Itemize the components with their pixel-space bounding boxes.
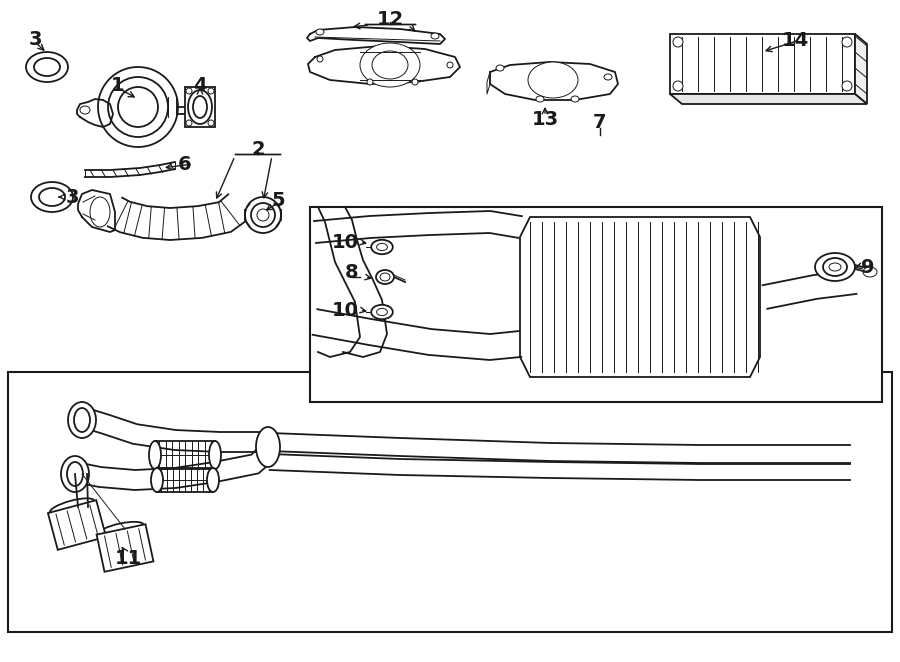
Text: 8: 8 [346, 263, 359, 281]
Text: 12: 12 [376, 9, 403, 28]
Ellipse shape [447, 62, 453, 68]
Ellipse shape [257, 209, 269, 221]
Ellipse shape [823, 258, 847, 276]
Ellipse shape [98, 67, 178, 147]
Text: 13: 13 [531, 109, 559, 128]
Ellipse shape [371, 240, 392, 254]
Ellipse shape [316, 29, 324, 35]
Ellipse shape [68, 402, 96, 438]
Ellipse shape [376, 308, 387, 316]
Ellipse shape [207, 468, 219, 492]
Ellipse shape [317, 56, 323, 62]
Ellipse shape [50, 498, 94, 515]
Ellipse shape [829, 263, 841, 271]
Ellipse shape [90, 197, 110, 227]
Text: 11: 11 [114, 549, 141, 569]
Ellipse shape [673, 37, 683, 47]
Polygon shape [855, 34, 867, 104]
Ellipse shape [149, 441, 161, 469]
Text: 4: 4 [194, 75, 207, 95]
Text: 3: 3 [66, 187, 79, 207]
Bar [8, 372, 892, 632]
Ellipse shape [34, 58, 60, 76]
Ellipse shape [376, 244, 387, 251]
Text: 2: 2 [251, 140, 265, 158]
Ellipse shape [815, 253, 855, 281]
Ellipse shape [26, 52, 68, 82]
Text: 5: 5 [271, 191, 284, 209]
Text: 14: 14 [781, 30, 808, 50]
Ellipse shape [186, 88, 192, 94]
Text: 7: 7 [593, 113, 607, 132]
Ellipse shape [863, 267, 877, 277]
Ellipse shape [376, 270, 394, 284]
Bar [310, 207, 882, 402]
Ellipse shape [842, 81, 852, 91]
Ellipse shape [842, 37, 852, 47]
Text: 10: 10 [331, 301, 358, 320]
Ellipse shape [98, 522, 144, 537]
Ellipse shape [108, 77, 168, 137]
Ellipse shape [673, 81, 683, 91]
Ellipse shape [31, 182, 73, 212]
Ellipse shape [209, 441, 221, 469]
Polygon shape [670, 34, 855, 94]
Ellipse shape [208, 120, 214, 126]
Ellipse shape [251, 203, 275, 227]
Polygon shape [185, 87, 215, 127]
Ellipse shape [80, 106, 90, 114]
Ellipse shape [431, 33, 439, 39]
Ellipse shape [360, 43, 420, 87]
Ellipse shape [371, 305, 392, 319]
Text: 6: 6 [178, 154, 192, 173]
Ellipse shape [604, 74, 612, 80]
Ellipse shape [61, 456, 89, 492]
Ellipse shape [208, 88, 214, 94]
Ellipse shape [496, 65, 504, 71]
Polygon shape [520, 217, 760, 377]
Ellipse shape [372, 51, 408, 79]
Text: 3: 3 [28, 30, 41, 48]
Ellipse shape [245, 197, 281, 233]
Ellipse shape [528, 62, 578, 98]
Polygon shape [48, 500, 106, 550]
Ellipse shape [74, 408, 90, 432]
Ellipse shape [118, 87, 158, 127]
Ellipse shape [367, 79, 373, 85]
Polygon shape [96, 524, 153, 572]
Ellipse shape [186, 120, 192, 126]
Ellipse shape [39, 188, 65, 206]
Ellipse shape [256, 427, 280, 467]
Ellipse shape [380, 273, 390, 281]
Text: 1: 1 [112, 75, 125, 95]
Text: 9: 9 [861, 258, 875, 277]
Text: 10: 10 [331, 232, 358, 252]
Ellipse shape [412, 79, 418, 85]
Ellipse shape [536, 96, 544, 102]
Ellipse shape [188, 90, 212, 124]
Ellipse shape [67, 462, 83, 486]
Polygon shape [670, 94, 867, 104]
Ellipse shape [193, 96, 207, 118]
Ellipse shape [151, 468, 163, 492]
Ellipse shape [571, 96, 579, 102]
